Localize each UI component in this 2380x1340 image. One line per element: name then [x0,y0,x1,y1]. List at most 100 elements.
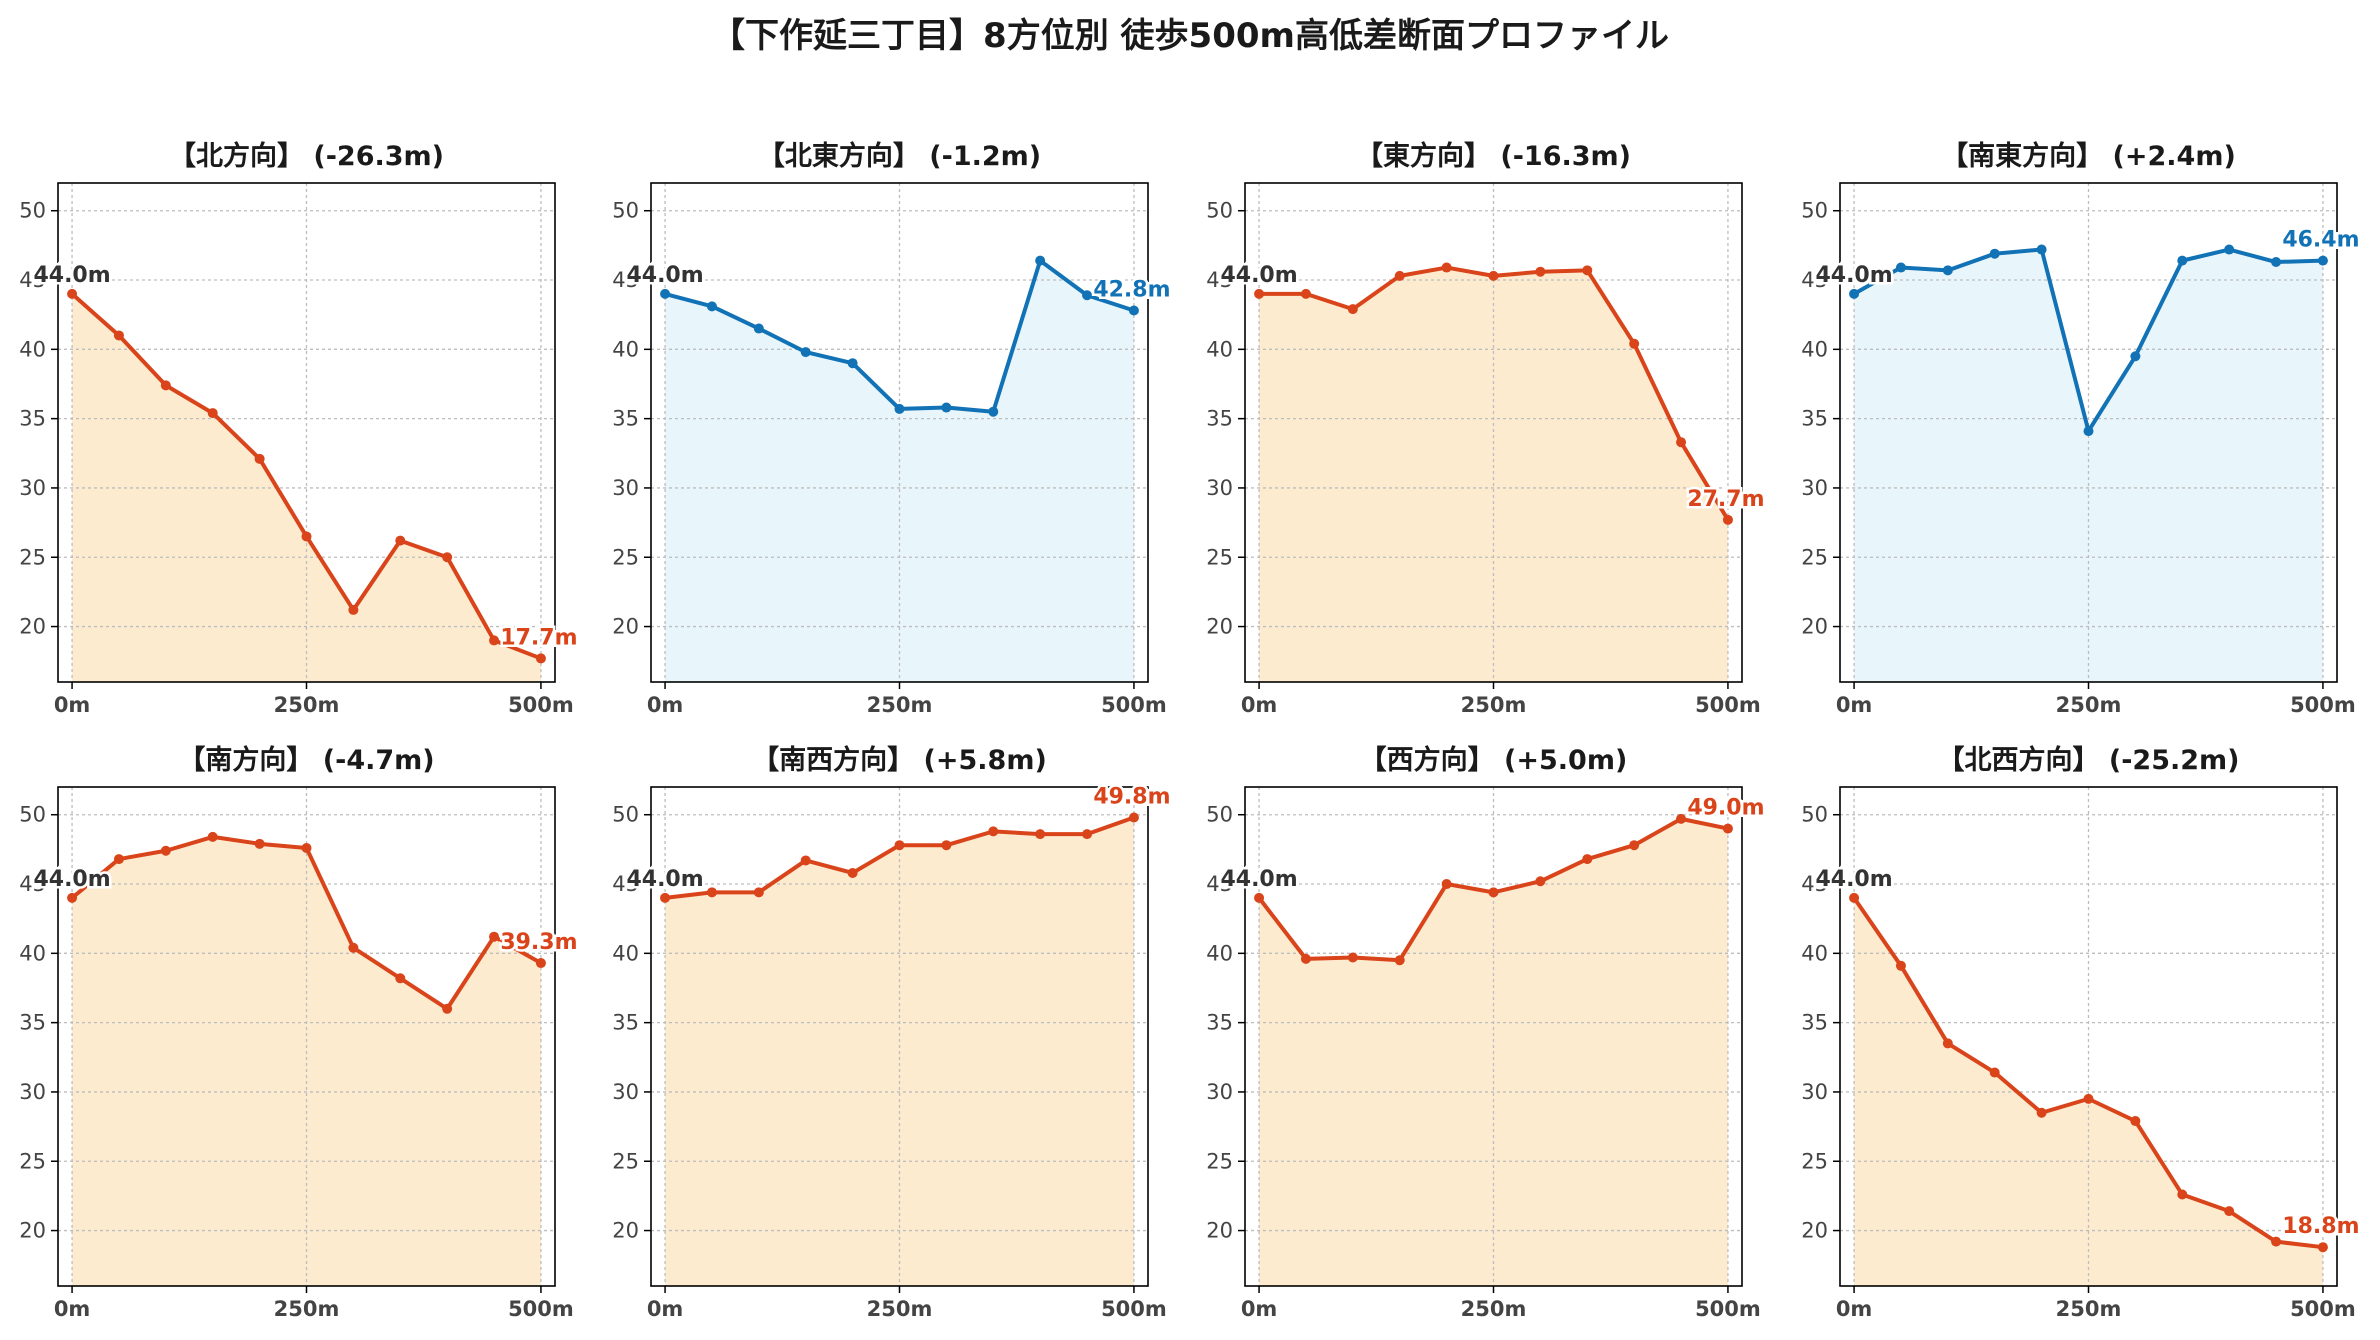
start-value-label: 44.0m [1815,867,1892,892]
data-point [706,301,717,312]
y-tick-label: 30 [19,476,46,500]
data-point [753,887,764,898]
y-tick-label: 25 [612,545,639,569]
y-tick-label: 45 [612,268,639,292]
data-point [1895,262,1906,273]
x-tick-label: 500m [1695,1297,1761,1321]
data-point [1128,812,1139,823]
x-tick-label: 500m [508,1297,574,1321]
y-tick-label: 25 [1801,1149,1828,1173]
y-tick-label: 45 [19,872,46,896]
data-point [2224,1206,2235,1217]
y-tick-label: 20 [612,615,639,639]
y-tick-label: 50 [1801,199,1828,223]
data-point [847,867,858,878]
data-point [1394,955,1405,966]
y-tick-label: 45 [1206,872,1233,896]
area-fill [1854,897,2323,1286]
chart-title: 【南西方向】 (+5.8m) [752,744,1047,776]
data-point [395,973,406,984]
end-value-label: 42.8m [1093,278,1170,303]
chart-title: 【北東方向】 (-1.2m) [758,140,1041,172]
data-point [348,942,359,953]
data-point [67,288,78,299]
y-tick-label: 25 [1801,545,1828,569]
data-point [2083,1093,2094,1104]
data-point [1441,262,1452,273]
y-tick-label: 40 [612,941,639,965]
data-point [2224,244,2235,255]
data-point [1254,892,1265,903]
x-tick-label: 0m [647,693,684,717]
data-point [894,840,905,851]
y-tick-label: 20 [1801,1219,1828,1243]
data-point [2317,1242,2328,1253]
data-point [941,402,952,413]
data-point [660,892,671,903]
x-tick-label: 0m [1836,1297,1873,1321]
main-title: 【下作延三丁目】8方位別 徒歩500m高低差断面プロファイル [711,16,1669,56]
y-tick-label: 50 [1801,803,1828,827]
data-point [1488,270,1499,281]
y-tick-label: 30 [1206,1080,1233,1104]
end-value-label: 49.0m [1687,796,1764,821]
data-point [1082,290,1093,301]
y-tick-label: 50 [1206,803,1233,827]
data-point [535,653,546,664]
data-point [535,958,546,969]
chart-title: 【南方向】 (-4.7m) [178,744,434,776]
area-fill [1259,267,1728,682]
data-point [988,406,999,417]
y-tick-label: 50 [19,199,46,223]
y-tick-label: 35 [1801,1011,1828,1035]
y-tick-label: 25 [19,1149,46,1173]
chart-title: 【東方向】 (-16.3m) [1356,140,1631,172]
data-point [113,330,124,341]
y-tick-label: 20 [1801,615,1828,639]
start-value-label: 44.0m [1220,867,1297,892]
x-tick-label: 250m [2056,1297,2122,1321]
y-tick-label: 50 [1206,199,1233,223]
x-tick-label: 250m [1461,693,1527,717]
data-point [348,604,359,615]
data-point [489,931,500,942]
data-point [1035,829,1046,840]
start-value-label: 44.0m [626,867,703,892]
x-tick-label: 0m [54,1297,91,1321]
end-value-label: 27.7m [1687,487,1764,512]
data-point [1347,304,1358,315]
data-point [1300,953,1311,964]
data-point [1722,823,1733,834]
data-point [706,887,717,898]
y-tick-label: 25 [1206,1149,1233,1173]
y-tick-label: 30 [1801,1080,1828,1104]
data-point [1394,270,1405,281]
data-point [113,854,124,865]
chart-title: 【北西方向】 (-25.2m) [1937,744,2239,776]
data-point [894,403,905,414]
data-point [753,323,764,334]
data-point [988,826,999,837]
data-point [1082,829,1093,840]
data-point [301,842,312,853]
x-tick-label: 0m [647,1297,684,1321]
data-point [1535,876,1546,887]
data-point [489,635,500,646]
y-tick-label: 45 [19,268,46,292]
data-point [2083,426,2094,437]
data-point [2177,1189,2188,1200]
end-value-label: 49.8m [1093,784,1170,809]
data-point [1629,840,1640,851]
y-tick-label: 25 [1206,545,1233,569]
start-value-label: 44.0m [33,263,110,288]
data-point [1300,288,1311,299]
area-fill [72,836,541,1286]
y-tick-label: 40 [1206,941,1233,965]
end-value-label: 39.3m [500,930,577,955]
